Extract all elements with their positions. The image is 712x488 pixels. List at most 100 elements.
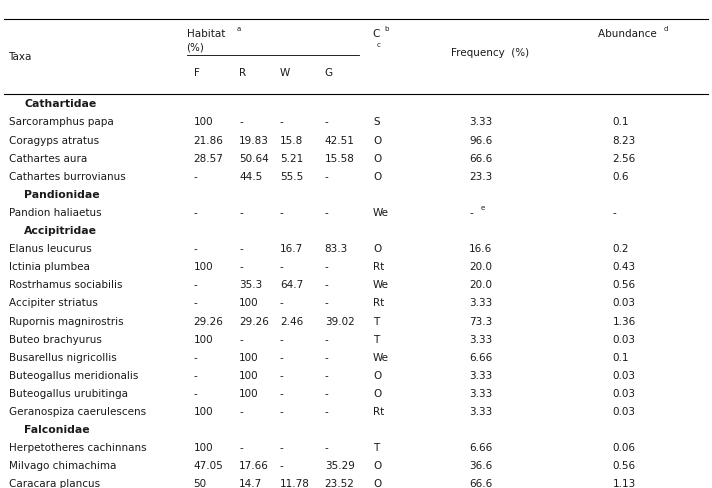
Text: -: -: [194, 280, 197, 290]
Text: Milvago chimachima: Milvago chimachima: [9, 460, 116, 470]
Text: 3.33: 3.33: [469, 370, 493, 380]
Text: 0.43: 0.43: [612, 262, 635, 272]
Text: 11.78: 11.78: [280, 478, 310, 488]
Text: Buteo brachyurus: Buteo brachyurus: [9, 334, 101, 344]
Text: -: -: [280, 370, 283, 380]
Text: -: -: [280, 334, 283, 344]
Text: C: C: [373, 29, 384, 39]
Text: 50: 50: [194, 478, 206, 488]
Text: -: -: [325, 442, 328, 452]
Text: -: -: [469, 207, 473, 218]
Text: Abundance: Abundance: [598, 29, 660, 39]
Text: Buteogallus meridionalis: Buteogallus meridionalis: [9, 370, 138, 380]
Text: 0.1: 0.1: [612, 352, 629, 362]
Text: O: O: [373, 370, 382, 380]
Text: -: -: [325, 334, 328, 344]
Text: Geranospiza caerulescens: Geranospiza caerulescens: [9, 406, 146, 416]
Text: 66.6: 66.6: [469, 153, 493, 163]
Text: -: -: [194, 298, 197, 308]
Text: 1.36: 1.36: [612, 316, 636, 326]
Text: G: G: [325, 68, 333, 78]
Text: 15.8: 15.8: [280, 135, 303, 145]
Text: 23.3: 23.3: [469, 171, 493, 182]
Text: 8.23: 8.23: [612, 135, 636, 145]
Text: -: -: [325, 406, 328, 416]
Text: 0.1: 0.1: [612, 117, 629, 127]
Text: -: -: [239, 207, 243, 218]
Text: (%): (%): [187, 42, 204, 52]
Text: 35.3: 35.3: [239, 280, 263, 290]
Text: 0.56: 0.56: [612, 280, 635, 290]
Text: 100: 100: [194, 406, 214, 416]
Text: 39.02: 39.02: [325, 316, 355, 326]
Text: -: -: [325, 171, 328, 182]
Text: 83.3: 83.3: [325, 244, 348, 254]
Text: 73.3: 73.3: [469, 316, 493, 326]
Text: Cathartes aura: Cathartes aura: [9, 153, 87, 163]
Text: -: -: [280, 406, 283, 416]
Text: -: -: [280, 352, 283, 362]
Text: d: d: [664, 26, 668, 32]
Text: Elanus leucurus: Elanus leucurus: [9, 244, 91, 254]
Text: 96.6: 96.6: [469, 135, 493, 145]
Text: O: O: [373, 460, 382, 470]
Text: W: W: [280, 68, 290, 78]
Text: -: -: [194, 207, 197, 218]
Text: 2.56: 2.56: [612, 153, 636, 163]
Text: 23.52: 23.52: [325, 478, 355, 488]
Text: Rt: Rt: [373, 298, 384, 308]
Text: Pandionidae: Pandionidae: [24, 189, 100, 200]
Text: Cathartidae: Cathartidae: [24, 99, 96, 109]
Text: Busarellus nigricollis: Busarellus nigricollis: [9, 352, 116, 362]
Text: O: O: [373, 135, 382, 145]
Text: O: O: [373, 244, 382, 254]
Text: Rt: Rt: [373, 406, 384, 416]
Text: Ictinia plumbea: Ictinia plumbea: [9, 262, 90, 272]
Text: 2.46: 2.46: [280, 316, 303, 326]
Text: -: -: [325, 117, 328, 127]
Text: 0.2: 0.2: [612, 244, 629, 254]
Text: -: -: [194, 244, 197, 254]
Text: -: -: [239, 442, 243, 452]
Text: We: We: [373, 207, 389, 218]
Text: Herpetotheres cachinnans: Herpetotheres cachinnans: [9, 442, 146, 452]
Text: 3.33: 3.33: [469, 388, 493, 398]
Text: O: O: [373, 153, 382, 163]
Text: 29.26: 29.26: [239, 316, 269, 326]
Text: -: -: [325, 370, 328, 380]
Text: Sarcoramphus papa: Sarcoramphus papa: [9, 117, 113, 127]
Text: Buteogallus urubitinga: Buteogallus urubitinga: [9, 388, 127, 398]
Text: 17.66: 17.66: [239, 460, 269, 470]
Text: 0.03: 0.03: [612, 406, 635, 416]
Text: 44.5: 44.5: [239, 171, 263, 182]
Text: b: b: [384, 26, 389, 32]
Text: -: -: [280, 388, 283, 398]
Text: 0.03: 0.03: [612, 370, 635, 380]
Text: 20.0: 20.0: [469, 262, 492, 272]
Text: 100: 100: [194, 334, 214, 344]
Text: 0.03: 0.03: [612, 334, 635, 344]
Text: a: a: [237, 26, 241, 32]
Text: 15.58: 15.58: [325, 153, 355, 163]
Text: 0.6: 0.6: [612, 171, 629, 182]
Text: 16.7: 16.7: [280, 244, 303, 254]
Text: e: e: [481, 204, 485, 211]
Text: Caracara plancus: Caracara plancus: [9, 478, 100, 488]
Text: 100: 100: [239, 298, 259, 308]
Text: 0.56: 0.56: [612, 460, 635, 470]
Text: -: -: [280, 442, 283, 452]
Text: 6.66: 6.66: [469, 442, 493, 452]
Text: 6.66: 6.66: [469, 352, 493, 362]
Text: -: -: [280, 460, 283, 470]
Text: 55.5: 55.5: [280, 171, 303, 182]
Text: -: -: [325, 207, 328, 218]
Text: 100: 100: [239, 352, 259, 362]
Text: 36.6: 36.6: [469, 460, 493, 470]
Text: 20.0: 20.0: [469, 280, 492, 290]
Text: 28.57: 28.57: [194, 153, 224, 163]
Text: Coragyps atratus: Coragyps atratus: [9, 135, 99, 145]
Text: -: -: [612, 207, 616, 218]
Text: 19.83: 19.83: [239, 135, 269, 145]
Text: F: F: [194, 68, 199, 78]
Text: -: -: [280, 298, 283, 308]
